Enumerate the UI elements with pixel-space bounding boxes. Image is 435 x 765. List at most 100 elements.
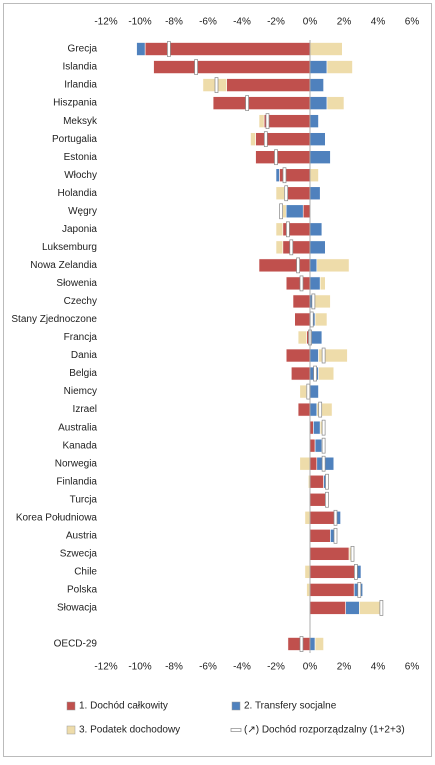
bar-segment [287,637,311,651]
category-label: Islandia [63,62,98,73]
legend-swatch [231,701,241,711]
bar-segment [309,565,357,579]
disposable-marker [265,113,270,129]
bar-segment [326,96,345,110]
disposable-marker [321,347,326,364]
bar-segment [358,601,382,615]
disposable-marker [194,59,198,75]
category-label: OECD-29 [54,639,98,650]
disposable-marker [167,41,171,57]
category-label: Stany Zjednoczone [11,314,97,325]
bar-segment [318,366,335,381]
category-label: Włochy [64,170,97,181]
bar-segment [309,456,318,471]
bar-segment [258,258,311,273]
bar-segment [290,366,311,381]
legend-label: 1. Dochód całkowity [79,701,168,712]
category-label: Australia [58,422,97,433]
bar-segment [309,60,328,74]
x-tick-label-bottom: 0% [303,662,318,673]
bar-segment [297,402,311,417]
bar-segment [284,186,311,201]
bar-segment [292,294,311,309]
disposable-marker [350,545,355,562]
bar-segment [309,420,314,435]
bar-segment [250,132,256,146]
disposable-marker [289,239,294,256]
category-label: Estonia [64,152,98,163]
bar-segment [309,114,319,128]
disposable-marker [357,582,362,598]
category-label: Korea Południowa [16,512,98,523]
x-tick-label-top: 0% [303,17,318,28]
bar-segment [306,583,311,597]
bar-segment [258,114,265,128]
category-label: Turcja [70,494,98,505]
category-label: Kanada [63,440,98,451]
legend-swatch [230,728,242,732]
bar-segment [309,601,347,615]
category-label: Szwecja [60,548,98,559]
disposable-marker [282,167,287,184]
bar-segment [299,384,307,399]
bar-segment [309,42,343,56]
x-tick-label-top: 4% [371,17,386,28]
legend-label: 3. Podatek dochodowy [79,725,180,736]
x-tick-label-top: 6% [405,17,420,28]
disposable-marker [279,203,283,220]
bar-segment [314,637,324,651]
disposable-marker [296,257,300,274]
x-tick-label-top: -8% [165,17,183,28]
bar-segment [309,150,331,164]
bar-segment [314,312,328,327]
bar-segment [153,60,311,74]
category-label: Izrael [73,404,97,415]
x-tick-label-bottom: -12% [94,662,117,673]
x-tick-label-top: -10% [128,17,151,28]
bar-segment [302,204,311,219]
bar-segment [309,96,328,110]
category-label: Czechy [64,296,97,307]
bar-segment [309,168,319,183]
bar-segment [318,348,348,363]
category-label: Holandia [58,188,98,199]
category-label: Dania [71,350,98,361]
category-label: Polska [67,585,97,596]
bar-segment [285,348,311,363]
disposable-marker [313,365,317,382]
x-tick-label-bottom: -4% [233,662,251,673]
category-label: Belgia [69,368,97,379]
bar-segment [309,438,316,453]
bar-segment [275,186,285,201]
disposable-marker [333,509,338,526]
disposable-marker [299,636,304,652]
category-label: Austria [66,530,98,541]
category-label: Słowenia [56,278,97,289]
bar-segment [316,258,350,273]
bar-segment [275,168,280,183]
disposable-marker [379,600,384,616]
bar-segment [313,420,321,435]
bar-segment [309,547,350,561]
category-label: Chile [74,567,97,578]
bar-segment [309,132,326,146]
bar-segment [309,384,319,399]
x-tick-label-bottom: -8% [165,662,183,673]
bar-segment [136,42,146,56]
bar-segment [255,150,311,164]
bar-segment [226,78,311,92]
category-label: Słowacja [57,603,97,614]
legend-label: 2. Transfery socjalne [244,701,337,712]
category-label: Irlandia [64,80,97,91]
category-label: Hiszpania [53,98,97,109]
bar-segment [345,601,360,615]
disposable-marker [306,383,311,400]
x-tick-label-bottom: -10% [128,662,151,673]
x-tick-label-bottom: 4% [371,662,386,673]
x-tick-label-bottom: 6% [405,662,420,673]
disposable-marker [333,527,338,544]
disposable-marker [354,564,358,580]
bar-segment [309,510,336,525]
legend-swatch [66,725,76,735]
category-label: Węgry [68,206,97,217]
